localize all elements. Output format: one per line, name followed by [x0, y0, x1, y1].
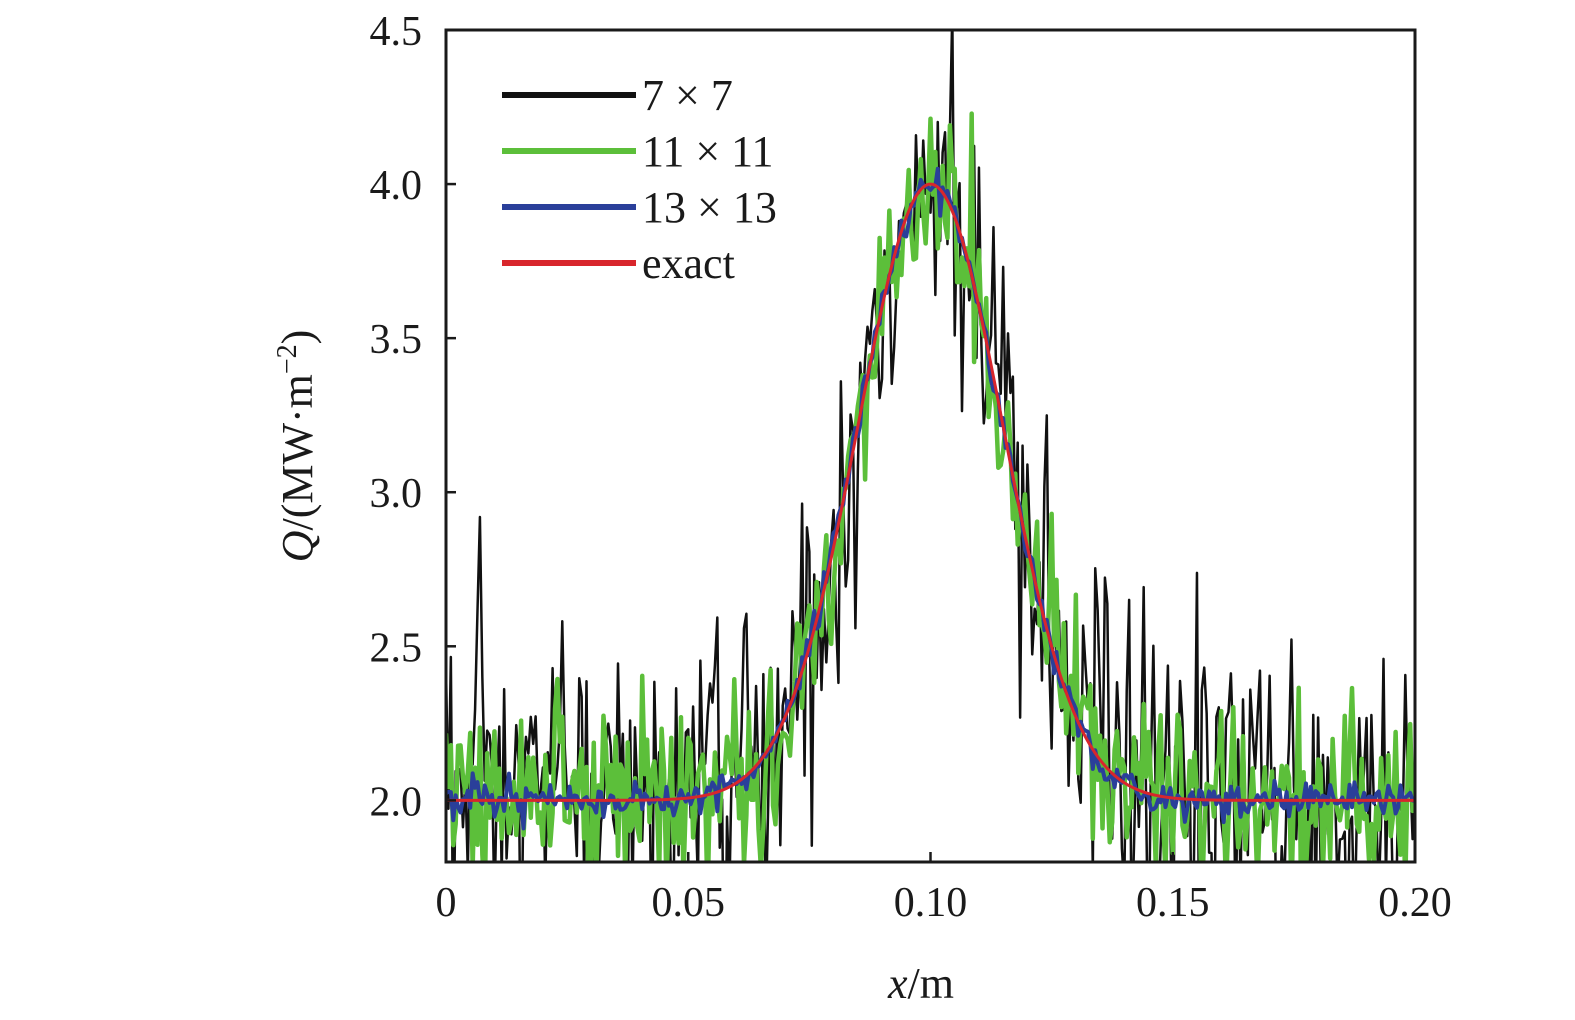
x-tick-label: 0.10	[894, 880, 968, 926]
y-axis-unit: /(MW·m	[273, 374, 322, 530]
y-tick-label: 3.0	[370, 471, 423, 517]
x-axis-unit: /m	[908, 959, 954, 1008]
y-tick-label: 4.0	[370, 163, 423, 209]
y-tick-label: 2.0	[370, 779, 423, 825]
x-tick-label: 0	[436, 880, 457, 926]
series-layer	[446, 30, 1415, 862]
y-axis-title: Q/(MW·m−2)	[272, 330, 322, 563]
y-axis-unit-exponent: −2	[272, 344, 303, 374]
series-line-3	[446, 182, 1415, 802]
y-tick-label: 4.5	[370, 9, 423, 55]
legend-label: 11 × 11	[642, 127, 774, 176]
x-axis-title: x/m	[887, 959, 954, 1008]
legend-label: exact	[642, 239, 735, 288]
y-axis-unit-close: )	[273, 330, 322, 345]
series-line-1	[446, 111, 1415, 862]
x-tick-label: 0.05	[652, 880, 726, 926]
x-tick-label: 0.15	[1136, 880, 1210, 926]
legend: 7 × 7 11 × 11 13 × 13 exact	[502, 71, 777, 288]
series-line-2	[446, 166, 1415, 831]
legend-label: 13 × 13	[642, 183, 777, 232]
ticks-layer: 0 0.05 0.10 0.15 0.20 2.0 2.5 3.0 3.5 4.0 4.5	[370, 9, 1452, 926]
legend-label: 7 × 7	[642, 71, 733, 120]
y-tick-label: 3.5	[370, 317, 423, 363]
y-tick-label: 2.5	[370, 625, 423, 671]
y-axis-var: Q	[273, 531, 322, 563]
x-axis-var: x	[887, 959, 908, 1008]
x-tick-label: 0.20	[1378, 880, 1452, 926]
series-line-0	[446, 30, 1415, 862]
